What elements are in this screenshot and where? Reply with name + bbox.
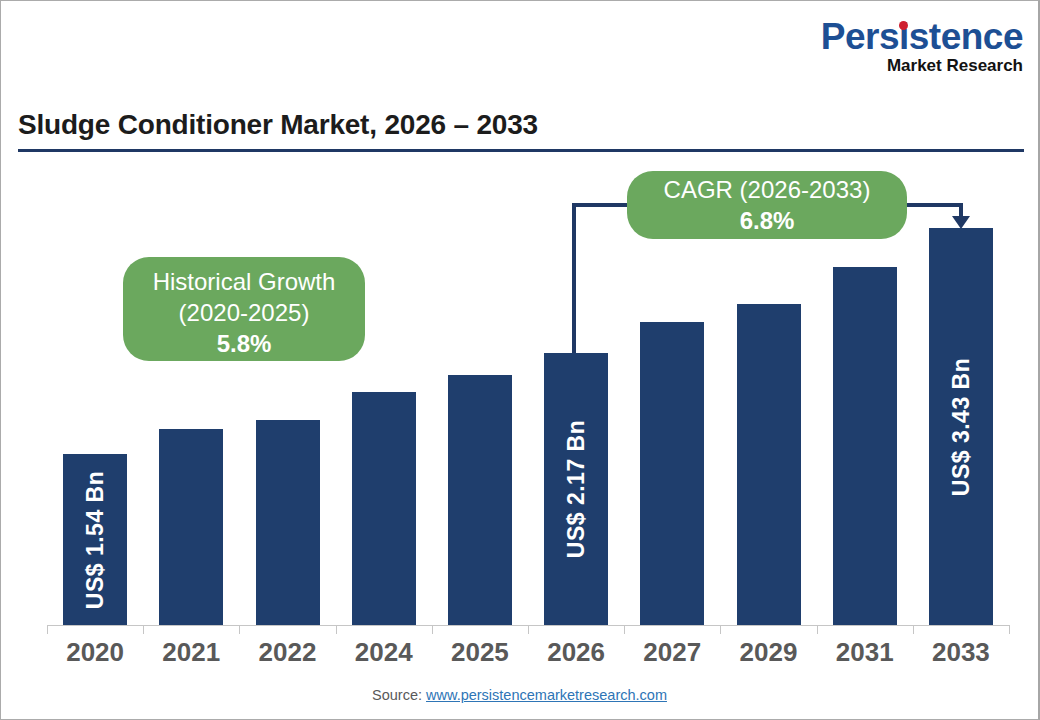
x-axis-label-2027: 2027 — [624, 637, 720, 668]
x-axis-label-2024: 2024 — [336, 637, 432, 668]
x-axis-tick — [720, 625, 721, 634]
x-axis-tick — [913, 625, 914, 634]
x-axis-tick — [47, 625, 48, 634]
bar-chart: Historical Growth (2020-2025) 5.8% CAGR … — [1, 1, 1038, 719]
bar-value-label-2026: US$ 2.17 Bn — [563, 420, 590, 558]
x-axis-label-2025: 2025 — [432, 637, 528, 668]
page: Persistence Market Research Sludge Condi… — [0, 0, 1040, 720]
historical-growth-line2: (2020-2025) — [123, 297, 365, 328]
bar-2027 — [640, 322, 704, 625]
x-axis-label-2029: 2029 — [720, 637, 816, 668]
x-axis-tick — [239, 625, 240, 634]
x-axis-label-2026: 2026 — [528, 637, 624, 668]
bar-2031 — [833, 267, 897, 625]
x-axis-label-2031: 2031 — [817, 637, 913, 668]
historical-growth-line1: Historical Growth — [123, 266, 365, 297]
source-label: Source: — [372, 687, 426, 703]
bar-2024 — [352, 392, 416, 625]
bar-2021 — [159, 429, 223, 625]
x-axis-tick — [624, 625, 625, 634]
x-axis-label-2021: 2021 — [143, 637, 239, 668]
x-axis-label-2022: 2022 — [239, 637, 335, 668]
historical-growth-callout: Historical Growth (2020-2025) 5.8% — [123, 257, 365, 361]
bar-2026: US$ 2.17 Bn — [544, 353, 608, 625]
bar-2025 — [448, 375, 512, 625]
cagr-line1: CAGR (2026-2033) — [627, 174, 907, 205]
bar-2029 — [737, 304, 801, 625]
x-axis-tick — [1009, 625, 1010, 634]
cagr-value: 6.8% — [627, 205, 907, 236]
bar-value-label-2033: US$ 3.43 Bn — [947, 357, 974, 495]
x-axis-label-2020: 2020 — [47, 637, 143, 668]
x-axis-tick — [336, 625, 337, 634]
cagr-callout: CAGR (2026-2033) 6.8% — [627, 171, 907, 239]
x-axis-tick — [432, 625, 433, 634]
bar-2020: US$ 1.54 Bn — [63, 454, 127, 625]
connector-line-vertical-2026 — [572, 205, 576, 353]
bar-2022 — [256, 420, 320, 625]
bar-2033: US$ 3.43 Bn — [929, 228, 993, 625]
x-axis-label-2033: 2033 — [913, 637, 1009, 668]
x-axis-tick — [817, 625, 818, 634]
x-axis-tick — [528, 625, 529, 634]
source-line: Source: www.persistencemarketresearch.co… — [1, 687, 1038, 703]
x-axis-tick — [143, 625, 144, 634]
bar-value-label-2020: US$ 1.54 Bn — [82, 470, 109, 608]
historical-growth-value: 5.8% — [123, 328, 365, 359]
source-link[interactable]: www.persistencemarketresearch.com — [426, 687, 667, 703]
